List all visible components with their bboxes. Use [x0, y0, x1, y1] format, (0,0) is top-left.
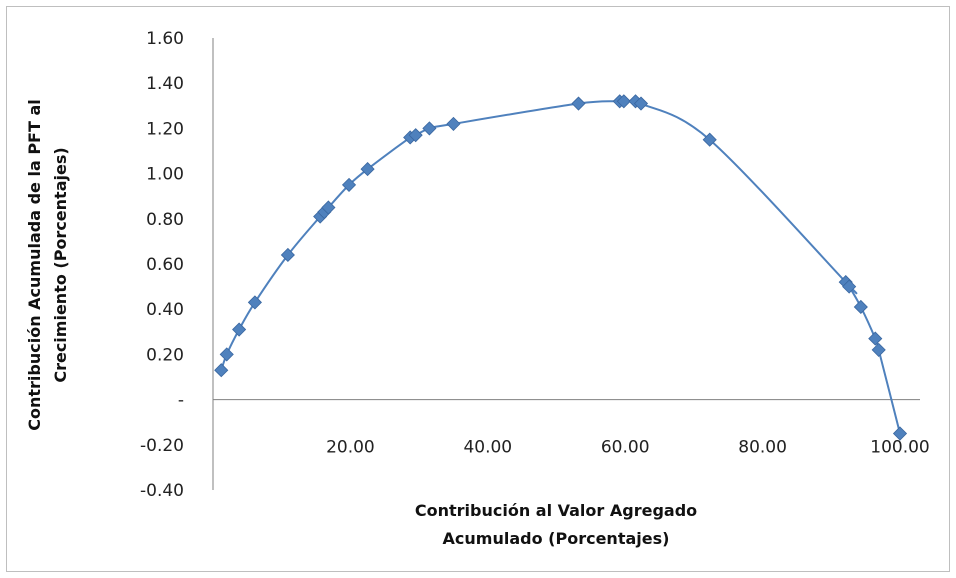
- y-tick-label: -0.40: [140, 481, 184, 501]
- data-point: [408, 128, 423, 143]
- axes: [212, 38, 920, 490]
- data-point: [232, 322, 247, 337]
- y-tick-label: 1.60: [146, 29, 184, 49]
- chart-frame: [6, 6, 950, 572]
- x-axis-title-line-2: Acumulado (Porcentajes): [443, 529, 670, 548]
- x-tick-labels: 20.00 40.00 60.00 80.00 100.00: [326, 438, 930, 458]
- data-point: [422, 121, 437, 136]
- y-tick-label: 0.40: [146, 300, 184, 320]
- data-point: [616, 94, 631, 109]
- data-point: [341, 177, 357, 192]
- data-point: [571, 96, 586, 111]
- data-point: [280, 247, 295, 263]
- y-tick-label: 1.00: [146, 165, 184, 185]
- data-point: [214, 363, 229, 378]
- x-tick-label: 40.00: [463, 438, 512, 458]
- y-tick-label: -: [178, 391, 184, 411]
- data-point: [247, 295, 262, 310]
- y-tick-label: 0.20: [146, 345, 184, 365]
- data-point: [842, 279, 857, 294]
- y-axis-title-line-2: Crecimiento (Porcentajes): [51, 147, 70, 382]
- x-tick-label: 20.00: [326, 438, 375, 458]
- data-point: [702, 132, 717, 147]
- y-tick-label: 1.40: [146, 74, 184, 94]
- data-point: [853, 299, 868, 315]
- data-point: [219, 347, 234, 362]
- data-point: [446, 116, 461, 131]
- series-line: [220, 99, 901, 434]
- y-tick-label: 0.80: [146, 210, 184, 230]
- y-tick-labels: 1.60 1.40 1.20 1.00 0.80 0.60 0.40 0.20 - -0.20 -0…: [140, 29, 184, 501]
- x-axis-title-line-1: Contribución al Valor Agregado: [415, 501, 697, 520]
- x-tick-label: 60.00: [601, 438, 650, 458]
- y-tick-label: 0.60: [146, 255, 184, 275]
- y-tick-label: 1.20: [146, 119, 184, 139]
- y-tick-label: -0.20: [140, 436, 184, 456]
- data-points: [214, 94, 908, 441]
- y-axis-title-line-1: Contribución Acumulada de la PFT al: [25, 99, 44, 430]
- data-point: [892, 426, 908, 441]
- data-point: [868, 331, 883, 346]
- x-tick-label: 80.00: [738, 438, 787, 458]
- data-point: [321, 200, 336, 215]
- x-tick-label: 100.00: [870, 438, 929, 458]
- data-point: [633, 96, 649, 111]
- data-point: [871, 342, 886, 357]
- data-point: [360, 162, 375, 177]
